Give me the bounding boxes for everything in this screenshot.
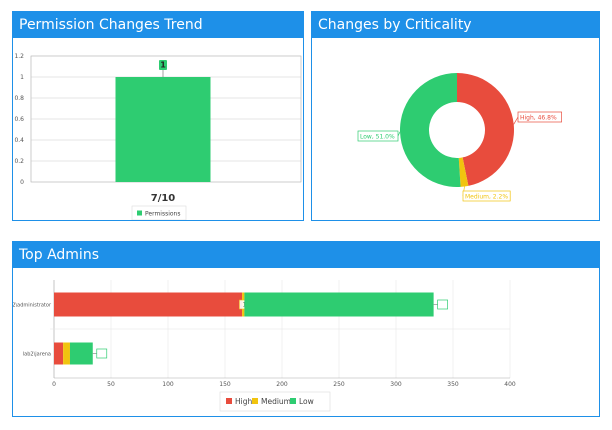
x-tick-label: 50 [107, 381, 115, 388]
slice-label-low: Low, 51.0% [360, 134, 395, 141]
y-tick-label: 1 [20, 74, 24, 81]
x-tick-label: 100 [162, 381, 174, 388]
donut-slice-medium [458, 157, 469, 187]
bar-permissions [115, 77, 211, 182]
y-tick-label: 0.8 [14, 95, 24, 102]
slice-label-connector [513, 116, 519, 125]
slice-label-box [462, 190, 511, 202]
x-tick-label: 0 [52, 381, 56, 388]
x-tick-label: 150 [219, 381, 231, 388]
slice-label-box [357, 130, 399, 142]
legend-swatch-medium [252, 398, 258, 404]
slice-label-medium: Medium, 2.2% [465, 194, 508, 201]
donut-slice-high [457, 73, 514, 186]
bar-segment-medium [63, 342, 70, 365]
x-category-label: 7/10 [151, 193, 176, 204]
x-tick-label: 300 [390, 381, 402, 388]
panel-title: Changes by Criticality [312, 12, 599, 38]
data-label-box [159, 60, 167, 70]
total-label-box [437, 299, 448, 310]
legend-box [131, 205, 187, 220]
y-tick-label: 0 [20, 179, 24, 186]
legend-label-high: High [235, 397, 252, 406]
panel-title: Permission Changes Trend [13, 12, 303, 38]
criticality-donut-chart: High, 46.8% Medium, 2.2% Low, 51.0% [357, 73, 562, 202]
bar-segment-high [54, 292, 243, 317]
y-tick-label: 0.2 [14, 158, 24, 165]
legend-label-medium: Medium [261, 397, 291, 406]
donut-slice-low [400, 73, 461, 187]
legend-label-low: Low [299, 397, 314, 406]
legend-swatch-high [226, 398, 232, 404]
x-tick-label: 400 [504, 381, 516, 388]
y-category-label: lab2\jarena [23, 352, 51, 358]
y-tick-label: 0.4 [14, 137, 24, 144]
permission-trend-chart: 0 0.2 0.4 0.6 0.8 1 1.2 1 7/10 Permissions [14, 53, 302, 220]
bar-segment-low [69, 342, 93, 365]
legend-swatch-low [290, 398, 296, 404]
slice-label-box [517, 111, 562, 123]
panel-title: Top Admins [13, 242, 599, 268]
y-category-label: lab2\administrator [12, 303, 52, 309]
y-tick-label: 0.6 [14, 116, 24, 123]
legend-label-permissions: Permissions [145, 211, 181, 218]
x-tick-label: 350 [447, 381, 459, 388]
bar-segment-low [244, 292, 434, 317]
legend-swatch-permissions [137, 210, 142, 216]
permission-changes-trend-panel: Permission Changes Trend 0 0.2 0.4 0.6 0.8 1 1… [12, 11, 304, 221]
changes-by-criticality-panel: Changes by Criticality High, 46.8% Medium… [311, 11, 600, 221]
y-tick-label: 1.2 [14, 53, 24, 60]
total-label-box [96, 348, 108, 359]
slice-label-high: High, 46.8% [520, 115, 557, 122]
x-tick-label: 250 [333, 381, 345, 388]
x-tick-label: 200 [276, 381, 288, 388]
top-admins-chart: 0 50 100 150 200 250 300 350 400 lab2\administrat… [12, 280, 516, 412]
data-label: 1 [160, 61, 166, 70]
top-admins-panel: Top Admins 0 50 100 150 200 250 300 350 400 lab2\… [12, 241, 600, 417]
legend-box [219, 391, 331, 412]
bar-segment-high [54, 342, 64, 365]
